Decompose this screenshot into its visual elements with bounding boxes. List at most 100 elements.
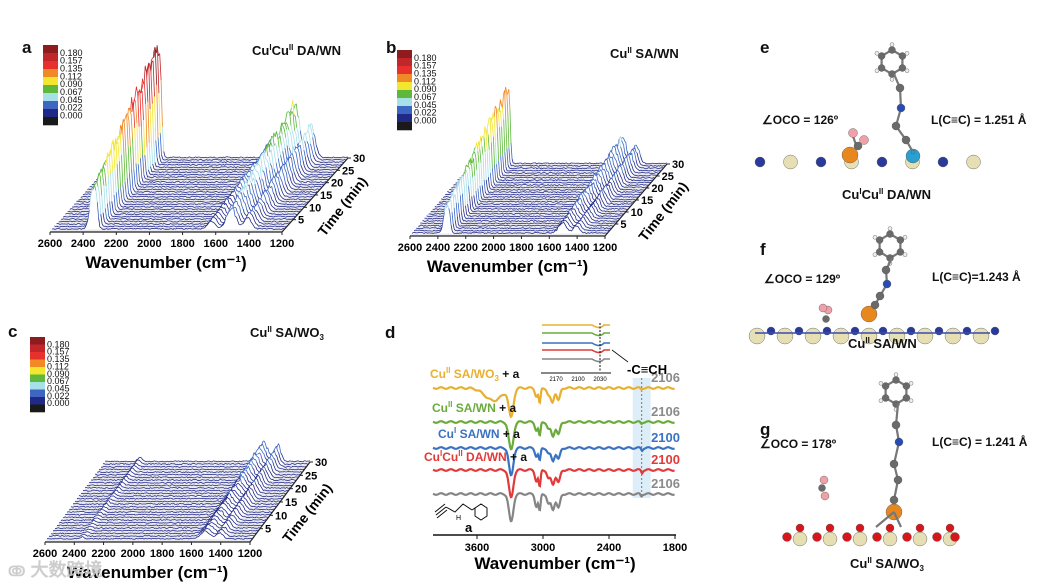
series-label-part: II xyxy=(446,366,451,375)
oxygen-atom xyxy=(819,475,829,485)
colorbar-swatch xyxy=(397,90,412,99)
nitrogen-atom xyxy=(990,326,1000,336)
colorbar-swatch xyxy=(43,69,58,78)
inset-tick-label: 2100 xyxy=(571,377,585,383)
spectrum-line xyxy=(58,511,265,524)
bond-length-f: L(C≡C)=1.243 Å xyxy=(932,270,1021,284)
time-tick-label: 30 xyxy=(672,159,684,171)
colorbar-swatch xyxy=(397,106,412,115)
panel-a-title: CuICuII DA/WN xyxy=(252,43,341,58)
caption-f: CuII SA/WN xyxy=(848,336,917,351)
colorbar-swatch xyxy=(397,122,412,131)
colorbar-label: 0.067 xyxy=(47,376,70,386)
peak-label: 2100 xyxy=(651,430,680,445)
colorbar-label: 0.067 xyxy=(414,92,437,102)
x-axis-label: Wavenumber (cm⁻¹) xyxy=(67,563,228,582)
caption-part: I xyxy=(859,187,862,196)
colorbar-label: 0.180 xyxy=(414,53,437,63)
caption-g: CuII SA/WO3 xyxy=(850,556,924,573)
tungsten-atom xyxy=(912,531,928,547)
title-part: DA/WN xyxy=(293,43,342,58)
spectrum-line xyxy=(160,80,163,127)
series-label-part: + a xyxy=(498,367,520,381)
caption-part: Cu xyxy=(850,556,868,571)
colorbar-label: 0.157 xyxy=(47,347,70,357)
x-tick-label: 1400 xyxy=(208,548,232,560)
colorbar-label: 0.045 xyxy=(47,383,70,393)
spectrum-line xyxy=(143,119,146,156)
oco-angle-g: ∠OCO = 178º xyxy=(760,437,837,451)
caption-part: II xyxy=(867,556,872,565)
spectrum-line xyxy=(125,152,128,178)
nitrogen-atom xyxy=(937,156,949,168)
spectrum-line xyxy=(80,480,286,495)
carbon-atom xyxy=(881,382,890,390)
hydrogen-atom xyxy=(874,51,880,56)
x-tick-label: 2600 xyxy=(33,548,57,560)
series-label-part: 3 xyxy=(494,374,499,383)
series-label-part: I xyxy=(440,449,443,458)
peak-label: 2106 xyxy=(651,476,680,491)
carbon-atom xyxy=(891,121,901,131)
time-tick-label: 5 xyxy=(265,524,271,536)
panel-label-d: d xyxy=(385,323,396,342)
colorbar-swatch xyxy=(397,50,412,59)
x-tick-label: 1200 xyxy=(593,242,617,254)
x-tick-label: 2200 xyxy=(91,548,115,560)
hydrogen-atom xyxy=(904,68,910,73)
spectrum-line xyxy=(618,136,622,141)
hydrogen-atom xyxy=(902,235,908,240)
bond xyxy=(893,511,902,528)
spectrum-line xyxy=(52,521,259,532)
x-tick-label: 2400 xyxy=(62,548,86,560)
spectrum-line xyxy=(144,109,292,140)
x-tick-label: 2600 xyxy=(38,238,62,250)
tungsten-atom xyxy=(966,154,981,170)
spectrum-line xyxy=(74,488,281,503)
nitrogen-atom xyxy=(906,326,916,336)
caption-part: 3 xyxy=(919,564,924,573)
copper-atom xyxy=(841,146,859,164)
panel-label-b: b xyxy=(386,38,397,57)
spectrum-line xyxy=(52,216,285,230)
spectrum-line xyxy=(245,462,266,470)
oxygen-atom xyxy=(915,523,925,533)
hydrogen-atom xyxy=(893,372,899,377)
spectrum-line xyxy=(475,142,479,152)
peak-label: 2100 xyxy=(651,452,680,467)
carbon-atom xyxy=(898,52,907,60)
tungsten-atom xyxy=(804,327,822,345)
spectrum-line xyxy=(227,492,231,496)
colorbar-label: 0.180 xyxy=(47,339,70,349)
caption-part: DA/WN xyxy=(883,187,932,202)
spectrum-line xyxy=(131,102,136,128)
copper-atom xyxy=(860,305,878,323)
tungsten-atom xyxy=(748,327,766,345)
inset-tick-label: 2170 xyxy=(549,377,563,383)
spectrum-t2 xyxy=(413,199,610,232)
carbon-atom xyxy=(898,64,907,72)
colorbar-swatch xyxy=(397,66,412,75)
colorbar-label: 0.067 xyxy=(60,87,83,97)
series-label-part: DA/WN xyxy=(462,450,507,464)
bond xyxy=(875,511,895,528)
colorbar-swatch xyxy=(43,77,58,86)
spectrum-line xyxy=(84,474,291,490)
bond-length-g: L(C≡C) = 1.241 Å xyxy=(932,435,1028,449)
tungsten-atom xyxy=(832,327,850,345)
title-part: II xyxy=(288,43,294,52)
carbon-atom xyxy=(896,236,905,244)
hydrogen-atom xyxy=(878,398,884,403)
oxygen-atom xyxy=(818,303,828,313)
spectrum-line xyxy=(129,145,132,170)
ir-spectra-d: 2106 2106 2100 2100 2106 aH 3600 3000 2400 1800 Wa… xyxy=(432,323,687,573)
panel-label-a: a xyxy=(22,38,32,57)
carbon-atom xyxy=(889,495,899,505)
spectrum-t15 xyxy=(82,114,316,196)
colorbar-swatch xyxy=(397,82,412,91)
series-label-part: SA/WO xyxy=(450,367,495,381)
series-label: CuICuII DA/WN + a xyxy=(424,449,527,464)
colorbar-label: 0.135 xyxy=(414,69,437,79)
spectrum-line xyxy=(103,185,106,209)
series-label-part: SA/WN xyxy=(452,401,496,415)
